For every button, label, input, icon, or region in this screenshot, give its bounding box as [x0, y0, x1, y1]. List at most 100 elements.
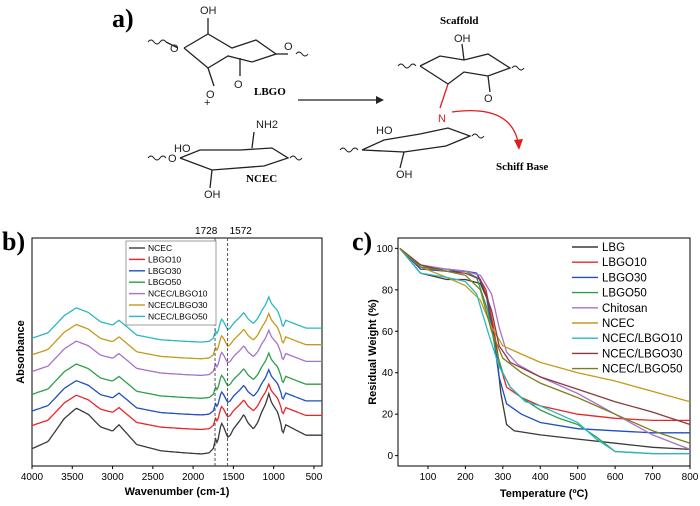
tga-legend: LBG LBGO10 LBGO30 LBGO50 Chitosan NCEC NCEC/LB…: [572, 242, 683, 376]
panel-c-label: c): [352, 227, 372, 256]
ftir-legend-label-lbgo30: LBGO30: [148, 266, 181, 276]
tga-y-axis-label: Residual Weight (%): [367, 299, 379, 405]
ncec-label: NCEC: [246, 173, 277, 185]
bond: [461, 43, 465, 61]
lbgo-chain-right: [295, 51, 309, 57]
tga-y-ticks: 0 20 40 60 80 100: [376, 244, 398, 462]
tga-y-tick-label: 40: [382, 368, 394, 379]
tga-series-ncec-lbgo10: [399, 247, 690, 455]
scaffold-oh-label: OH: [454, 33, 471, 45]
lbgo-chain-left: [147, 39, 167, 45]
imine-bond: [439, 83, 449, 109]
ftir-legend-label-ncec-lbgo50: NCEC/LBGO50: [148, 311, 208, 321]
ncec-chain-right: [289, 155, 303, 161]
ftir-series-lbgo30: [31, 367, 322, 416]
ftir-x-axis-label: Wavenumber (cm-1): [125, 486, 230, 498]
lbgo-ring: [183, 33, 278, 69]
tga-legend-label-ncec: NCEC: [602, 318, 635, 330]
ftir-series-ncec-lbgo10: [31, 328, 322, 377]
ftir-series-lbgo50: [31, 351, 322, 399]
ftir-x-tick-label: 3000: [101, 472, 124, 483]
scaffold-structure: Scaffold OH O N HO OH Schiff Base: [339, 15, 548, 181]
ncec-oh-label: OH: [204, 189, 221, 201]
reaction-arrow-head: [376, 96, 384, 104]
tga-x-tick-label: 600: [607, 472, 624, 483]
bond: [487, 75, 491, 93]
tga-x-tick-label: 800: [682, 472, 699, 483]
ftir-legend-label-lbgo10: LBGO10: [148, 254, 181, 264]
tga-legend-label-ncec-lbgo30: NCEC/LBGO30: [602, 348, 683, 360]
bond: [399, 151, 405, 169]
tga-x-axis-label: Temperature (ºC): [500, 488, 588, 500]
scaffold-chain-top-right: [511, 65, 525, 71]
plus-sign: +: [204, 97, 210, 109]
tga-y-tick-label: 60: [382, 327, 394, 338]
tga-x-tick-label: 300: [494, 472, 511, 483]
tga-plot-frame: [397, 237, 691, 467]
schiff-base-arrow: [451, 109, 519, 143]
ftir-legend-label-ncec-lbgo10: NCEC/LBGO10: [148, 289, 208, 299]
ftir-series-lbgo10: [31, 382, 322, 431]
tga-legend-label-lbgo50: LBGO50: [602, 288, 647, 300]
tga-legend-label-lbg: LBG: [602, 242, 625, 254]
ftir-x-tick-label: 3500: [61, 472, 84, 483]
scaffold-chain-bottom-left: [339, 147, 359, 153]
schiff-base-label: Schiff Base: [496, 161, 548, 173]
panel-b: b) 1728 1572 4000 3500 3000 2500 2000 1500 1000…: [2, 226, 323, 498]
panel-c: c) 100 200 300 400 500 600 700 800 0 20 40 60 80 100…: [352, 227, 699, 500]
tga-x-tick-label: 700: [644, 472, 661, 483]
bond: [165, 41, 179, 49]
ftir-x-tick-label: 4000: [21, 472, 44, 483]
tga-series-lbgo30: [399, 247, 690, 434]
scaffold-chain-top-left: [397, 63, 417, 69]
tga-legend-label-ncec-lbgo10: NCEC/LBGO10: [602, 333, 683, 345]
ncec-o-label: O: [168, 153, 177, 165]
ftir-series-ncec-lbgo30: [31, 311, 322, 360]
ftir-x-ticks: 4000 3500 3000 2500 2000 1500 1000 500: [21, 466, 323, 483]
lbgo-label: LBGO: [254, 86, 286, 98]
panel-b-label: b): [2, 227, 25, 256]
scaffold-bottom-oh-label: OH: [396, 169, 413, 181]
ftir-legend: NCECLBGO10LBGO30LBGO50NCEC/LBGO10NCEC/LB…: [125, 240, 217, 326]
ftir-legend-label-ncec-lbgo30: NCEC/LBGO30: [148, 300, 208, 310]
imine-n-label: N: [438, 113, 446, 125]
ref-label-1572: 1572: [230, 226, 253, 237]
tga-x-tick-label: 200: [457, 472, 474, 483]
ftir-marks: [31, 295, 322, 455]
ftir-x-tick-label: 1500: [222, 472, 245, 483]
glycosidic-o-label: O: [284, 41, 293, 53]
bond: [209, 169, 213, 189]
aldehyde-o-label-2: O: [234, 79, 243, 91]
ring-oxygen-label: O: [170, 43, 179, 55]
ftir-legend-label-lbgo50: LBGO50: [148, 277, 181, 287]
tga-y-tick-label: 100: [376, 244, 393, 255]
panel-a: a) O OH O O O LBGO + NH2 O HO: [112, 4, 548, 201]
scaffold-chain-bottom-right: [471, 133, 485, 139]
ftir-x-tick-label: 1000: [263, 472, 286, 483]
scaffold-o-label: O: [484, 93, 493, 105]
tga-y-tick-label: 80: [382, 285, 394, 296]
reaction-arrow: [298, 96, 384, 104]
oh-label: OH: [200, 5, 217, 17]
ncec-ring: [179, 147, 290, 171]
ftir-x-tick-label: 2000: [182, 472, 205, 483]
tga-x-ticks: 100 200 300 400 500 600 700 800: [420, 466, 699, 483]
scaffold-bottom-ring: [361, 127, 472, 153]
schiff-base-arrowhead: [514, 139, 523, 150]
ftir-series-ncec: [31, 391, 322, 455]
aldehyde-o-label: O: [206, 89, 215, 101]
ncec-structure: NH2 O HO OH NCEC: [147, 119, 303, 201]
tga-y-tick-label: 20: [382, 410, 394, 421]
ftir-series-ncec-lbgo50: [31, 295, 322, 343]
scaffold-ho-label: HO: [376, 125, 393, 137]
tga-x-tick-label: 500: [569, 472, 586, 483]
ftir-legend-label-ncec: NCEC: [148, 243, 172, 253]
lbgo-structure: O OH O O O LBGO: [147, 5, 309, 101]
aldehyde-bond: [207, 67, 215, 87]
scaffold-top-ring: [419, 53, 512, 85]
tga-legend-label-ncec-lbgo50: NCEC/LBGO50: [602, 364, 683, 376]
tga-legend-label-lbgo30: LBGO30: [602, 272, 647, 284]
tga-x-tick-label: 400: [532, 472, 549, 483]
tga-legend-label-lbgo10: LBGO10: [602, 257, 647, 269]
